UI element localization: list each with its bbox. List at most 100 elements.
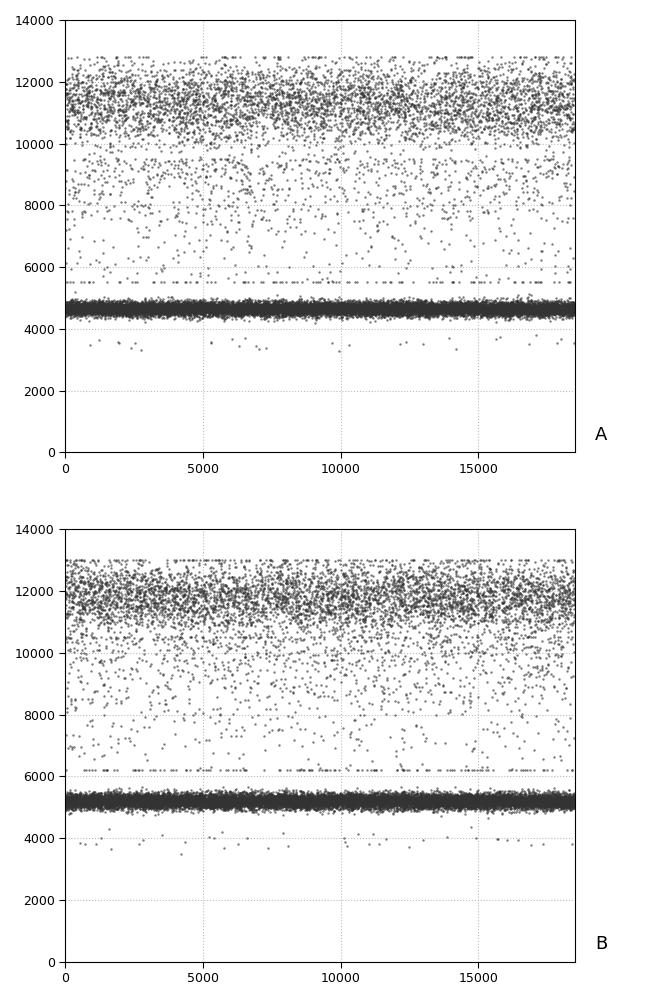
- Point: [516, 298, 526, 314]
- Point: [346, 296, 356, 312]
- Point: [329, 762, 339, 778]
- Point: [415, 301, 425, 317]
- Point: [205, 576, 216, 592]
- Point: [372, 624, 382, 640]
- Point: [62, 586, 73, 602]
- Point: [275, 794, 285, 810]
- Point: [176, 102, 186, 118]
- Point: [395, 556, 405, 572]
- Point: [61, 584, 71, 600]
- Point: [471, 798, 481, 814]
- Point: [246, 305, 257, 321]
- Point: [227, 793, 237, 809]
- Point: [489, 304, 499, 320]
- Point: [182, 179, 192, 195]
- Point: [331, 305, 341, 321]
- Point: [91, 295, 101, 311]
- Point: [277, 120, 288, 136]
- Point: [163, 166, 173, 182]
- Point: [147, 791, 157, 807]
- Point: [491, 305, 501, 321]
- Point: [393, 564, 404, 580]
- Point: [545, 602, 555, 618]
- Point: [523, 573, 533, 589]
- Point: [467, 301, 477, 317]
- Point: [147, 301, 157, 317]
- Point: [387, 795, 397, 811]
- Point: [66, 305, 76, 321]
- Point: [246, 100, 256, 116]
- Point: [265, 789, 275, 805]
- Point: [69, 116, 79, 132]
- Point: [491, 303, 502, 319]
- Point: [85, 299, 95, 315]
- Point: [454, 581, 465, 597]
- Point: [562, 762, 572, 778]
- Point: [157, 300, 167, 316]
- Point: [156, 794, 167, 810]
- Point: [529, 304, 540, 320]
- Point: [524, 298, 534, 314]
- Point: [564, 85, 575, 101]
- Point: [539, 299, 550, 315]
- Point: [270, 298, 280, 314]
- Point: [150, 298, 160, 314]
- Point: [182, 204, 192, 220]
- Point: [537, 751, 548, 767]
- Point: [490, 788, 500, 804]
- Point: [461, 302, 471, 318]
- Point: [568, 789, 579, 805]
- Point: [141, 575, 152, 591]
- Point: [92, 573, 102, 589]
- Point: [558, 589, 568, 605]
- Point: [370, 798, 380, 814]
- Point: [448, 788, 459, 804]
- Point: [492, 56, 502, 72]
- Point: [173, 128, 183, 144]
- Point: [99, 792, 110, 808]
- Point: [226, 794, 237, 810]
- Point: [110, 566, 120, 582]
- Point: [503, 297, 513, 313]
- Point: [114, 580, 124, 596]
- Point: [262, 593, 273, 609]
- Point: [324, 165, 334, 181]
- Point: [202, 794, 212, 810]
- Point: [181, 154, 191, 170]
- Point: [479, 795, 489, 811]
- Point: [483, 307, 493, 323]
- Point: [299, 795, 309, 811]
- Point: [469, 307, 480, 323]
- Point: [172, 795, 183, 811]
- Point: [274, 84, 284, 100]
- Point: [383, 643, 393, 659]
- Point: [340, 598, 350, 614]
- Point: [308, 794, 318, 810]
- Point: [246, 295, 256, 311]
- Point: [424, 793, 434, 809]
- Point: [540, 300, 551, 316]
- Point: [160, 165, 170, 181]
- Point: [144, 605, 154, 621]
- Point: [269, 664, 279, 680]
- Point: [417, 793, 428, 809]
- Point: [321, 670, 331, 686]
- Point: [88, 572, 98, 588]
- Point: [550, 301, 560, 317]
- Point: [143, 300, 154, 316]
- Point: [550, 303, 560, 319]
- Point: [436, 797, 446, 813]
- Point: [225, 590, 235, 606]
- Point: [414, 54, 424, 70]
- Point: [143, 298, 154, 314]
- Point: [273, 787, 284, 803]
- Point: [526, 299, 537, 315]
- Point: [502, 788, 513, 804]
- Point: [290, 793, 301, 809]
- Point: [406, 96, 416, 112]
- Point: [489, 127, 500, 143]
- Point: [356, 302, 367, 318]
- Point: [510, 124, 520, 140]
- Point: [89, 583, 100, 599]
- Point: [431, 592, 441, 608]
